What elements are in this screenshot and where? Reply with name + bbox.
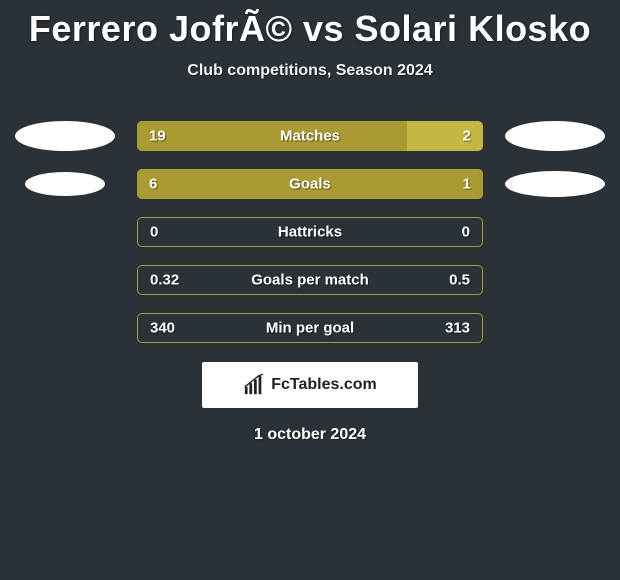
page-title: Ferrero JofrÃ© vs Solari Klosko <box>0 0 620 50</box>
right-team-badge <box>505 216 605 248</box>
stat-row: 19 Matches 2 <box>0 120 620 152</box>
right-value: 2 <box>463 128 471 145</box>
stat-bar: 6 Goals 1 <box>137 169 483 199</box>
badge-ellipse-icon <box>505 171 605 197</box>
subtitle: Club competitions, Season 2024 <box>0 62 620 80</box>
stat-bar: 19 Matches 2 <box>137 121 483 151</box>
left-team-badge <box>15 168 115 200</box>
stat-label: Goals per match <box>251 272 369 289</box>
right-team-badge <box>505 264 605 296</box>
stat-label: Hattricks <box>278 224 342 241</box>
date-text: 1 october 2024 <box>0 426 620 444</box>
left-team-badge <box>15 216 115 248</box>
right-value: 0.5 <box>449 272 470 289</box>
right-team-badge <box>505 312 605 344</box>
stat-row: 340 Min per goal 313 <box>0 312 620 344</box>
right-team-badge <box>505 120 605 152</box>
brand-logo-icon <box>243 374 265 396</box>
stat-label: Goals <box>289 176 331 193</box>
bar-segment-right <box>407 121 483 151</box>
stat-label: Min per goal <box>266 320 354 337</box>
left-value: 340 <box>150 320 175 337</box>
left-value: 19 <box>149 128 166 145</box>
bar-segment-left <box>137 121 407 151</box>
left-value: 6 <box>149 176 157 193</box>
right-team-badge <box>505 168 605 200</box>
stat-row: 0 Hattricks 0 <box>0 216 620 248</box>
left-value: 0 <box>150 224 158 241</box>
right-value: 313 <box>445 320 470 337</box>
right-value: 0 <box>462 224 470 241</box>
badge-ellipse-icon <box>15 121 115 151</box>
brand-text: FcTables.com <box>271 376 377 394</box>
left-team-badge <box>15 264 115 296</box>
left-team-badge <box>15 312 115 344</box>
left-value: 0.32 <box>150 272 179 289</box>
stat-bar: 0 Hattricks 0 <box>137 217 483 247</box>
stat-bar: 340 Min per goal 313 <box>137 313 483 343</box>
badge-ellipse-icon <box>505 121 605 151</box>
left-team-badge <box>15 120 115 152</box>
stat-row: 0.32 Goals per match 0.5 <box>0 264 620 296</box>
badge-ellipse-icon <box>25 172 105 196</box>
stat-label: Matches <box>280 128 340 145</box>
right-value: 1 <box>463 176 471 193</box>
brand-box: FcTables.com <box>202 362 418 408</box>
stats-rows: 19 Matches 2 6 Goals 1 0 Hattricks 0 0.32 Goals pe… <box>0 120 620 344</box>
stat-bar: 0.32 Goals per match 0.5 <box>137 265 483 295</box>
stat-row: 6 Goals 1 <box>0 168 620 200</box>
